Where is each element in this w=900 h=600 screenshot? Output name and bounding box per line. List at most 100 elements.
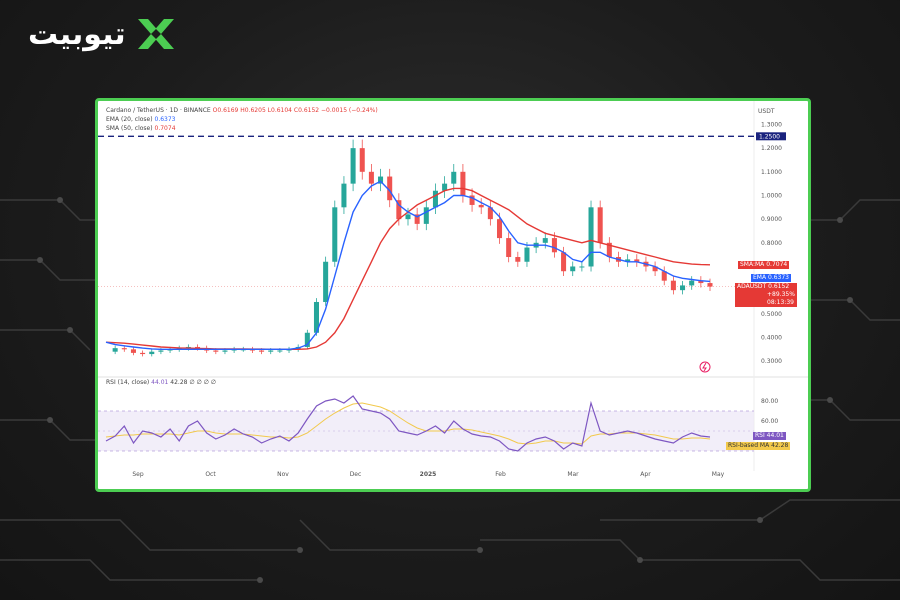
rsi-tag: RSI 44.01: [753, 432, 786, 440]
rsi-legend-value: 44.01: [151, 379, 169, 386]
candle-body: [359, 148, 365, 172]
candle-body: [323, 261, 329, 302]
sma-price-tag: SMA:MA 0.7074: [738, 261, 790, 269]
candle-body: [707, 283, 713, 287]
candle-body: [597, 207, 603, 243]
candle-body: [588, 207, 594, 267]
price-tick-label: 1.1000: [761, 169, 782, 176]
dashed-level-tag: [756, 132, 786, 141]
candle-body: [268, 350, 274, 352]
sma-tag-name: SMA:MA: [740, 261, 765, 268]
dashed-level-label: 1.2500: [759, 134, 780, 141]
price-tag-name: ADAUSDT: [737, 283, 767, 290]
candle-body: [469, 195, 475, 205]
legend-title: Cardano / TetherUS · 1D · BINANCE: [106, 107, 211, 114]
candle-body: [542, 238, 548, 243]
candle-body: [634, 259, 640, 262]
candle-body: [213, 350, 219, 352]
time-axis-label: Feb: [495, 471, 506, 478]
rsi-ma-tag-value: 42.28: [771, 442, 789, 449]
candle-body: [451, 171, 457, 184]
candle-body: [524, 247, 530, 262]
candle-body: [625, 259, 631, 262]
candle-body: [496, 219, 503, 239]
brand-name: تیوبیت: [28, 16, 126, 52]
candle-body: [368, 171, 374, 184]
candle-body: [387, 176, 393, 201]
last-price-tag: ADAUSDT 0.6152 +89.35% 08:13:39: [735, 283, 797, 307]
candle-body: [149, 351, 155, 355]
price-tick-label: 0.5000: [761, 311, 782, 318]
candle-body: [442, 183, 448, 191]
rsi-ma-tag: RSI-based MA 42.28: [726, 442, 791, 450]
candle-body: [378, 176, 384, 184]
candle-body: [432, 190, 438, 208]
candle-body: [313, 301, 320, 333]
bolt-icon: [699, 361, 711, 373]
time-axis-label: 2025: [420, 471, 437, 478]
price-tag-value: 0.6152: [768, 283, 790, 290]
candle-body: [112, 348, 118, 352]
candle-body: [341, 183, 347, 208]
candle-body: [405, 214, 411, 220]
time-axis-label: Mar: [567, 471, 579, 478]
ema-line: [105, 180, 711, 350]
time-axis-label: Apr: [640, 471, 651, 478]
rsi-legend-extra: ∅ ∅ ∅ ∅: [189, 379, 217, 386]
candle-body: [140, 352, 146, 355]
rsi-tag-name: RSI: [755, 432, 765, 439]
price-tick-label: 1.2000: [761, 145, 782, 152]
rsi-tag-value: 44.01: [766, 432, 784, 439]
rsi-tick-label: 60.00: [761, 418, 778, 425]
ema-price-tag: EMA 0.6373: [751, 274, 791, 282]
candle-body: [689, 280, 695, 286]
legend-sma: SMA (50, close): [106, 125, 153, 132]
price-tick-label: 1.3000: [761, 121, 782, 128]
candle-body: [579, 266, 585, 268]
price-tick-label: 0.3000: [761, 358, 782, 365]
rsi-ma-line: [105, 402, 711, 445]
legend-ema-value: 0.6373: [154, 116, 176, 123]
candle-body: [222, 350, 228, 352]
candle-body: [121, 348, 127, 350]
candle-body: [259, 350, 265, 352]
candle-body: [304, 332, 310, 347]
candle-body: [698, 280, 704, 284]
price-tag-countdown: 08:13:39: [767, 299, 794, 306]
candle-body: [332, 207, 338, 262]
brand-logo[interactable]: تیوبیت: [28, 14, 178, 54]
legend-ohlc: O0.6169 H0.6205 L0.6104 C0.6152 −0.0015 …: [212, 107, 378, 114]
legend-sma-value: 0.7074: [154, 125, 176, 132]
candle-body: [396, 200, 402, 220]
candle-body: [158, 350, 164, 352]
price-tick-label: 0.8000: [761, 240, 782, 247]
time-axis-label: Sep: [132, 471, 144, 478]
candle-body: [487, 207, 493, 220]
ema-tag-value: 0.6373: [768, 274, 789, 281]
candle-body: [652, 266, 658, 272]
candle-body: [661, 271, 667, 281]
candle-body: [460, 171, 466, 196]
ema-tag-name: EMA: [753, 274, 767, 281]
price-tick-label: 0.9000: [761, 216, 782, 223]
candle-body: [670, 280, 676, 291]
chart-frame: 1.2500 USDT 1.3000 1.2000 1.1000 1.0000 0.9000…: [95, 98, 811, 492]
time-axis-label: Nov: [277, 471, 289, 478]
rsi-line: [105, 395, 711, 452]
candle-body: [680, 285, 686, 291]
rsi-legend-ma-value: 42.28: [170, 379, 188, 386]
candle-body: [423, 207, 429, 224]
brand-x-icon: [137, 19, 174, 49]
chart-canvas[interactable]: 1.2500 USDT 1.3000 1.2000 1.1000 1.0000 0.9000…: [98, 101, 808, 489]
rsi-tick-label: 80.00: [761, 398, 778, 405]
candle-body: [606, 242, 612, 258]
candle-body: [478, 204, 484, 208]
rsi-legend: RSI (14, close) 44.01 42.28 ∅ ∅ ∅ ∅: [106, 379, 216, 386]
candle-body: [515, 257, 521, 262]
candle-body: [277, 350, 283, 352]
rsi-legend-label: RSI (14, close): [106, 379, 150, 386]
price-axis-currency: USDT: [758, 108, 775, 115]
price-tick-label: 1.0000: [761, 192, 782, 199]
price-tick-label: 0.4000: [761, 334, 782, 341]
